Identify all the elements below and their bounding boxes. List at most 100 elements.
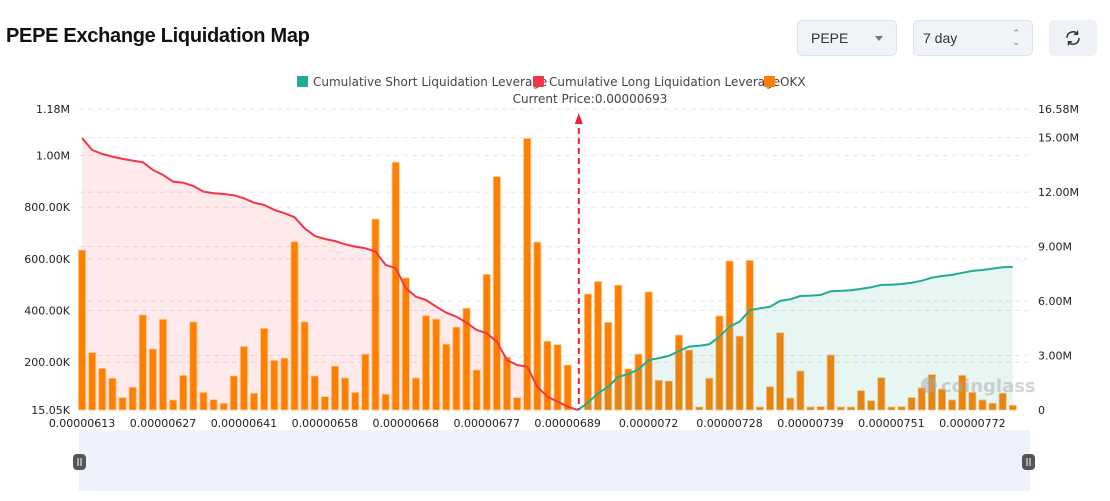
okx-bar[interactable] [351,392,360,411]
okx-bar[interactable] [614,284,623,411]
okx-bar[interactable] [948,399,957,411]
okx-bar[interactable] [644,291,653,411]
okx-bar[interactable] [735,335,744,411]
okx-bar[interactable] [755,406,764,411]
okx-bar[interactable] [310,375,319,411]
okx-bar[interactable] [786,397,795,411]
okx-bar[interactable] [492,176,501,411]
okx-bar[interactable] [98,368,107,411]
okx-bar[interactable] [846,406,855,411]
okx-bar[interactable] [594,281,603,411]
okx-bar[interactable] [422,315,431,411]
okx-bar[interactable] [1008,404,1017,411]
okx-bar[interactable] [179,374,188,411]
okx-bar[interactable] [806,406,815,411]
okx-bar[interactable] [158,318,167,411]
okx-bar[interactable] [938,388,947,411]
okx-bar[interactable] [513,397,522,411]
okx-bar[interactable] [270,360,279,411]
okx-bar[interactable] [634,353,643,411]
legend-item-short[interactable]: Cumulative Short Liquidation Leverage [297,75,547,89]
okx-bar[interactable] [877,377,886,411]
okx-bar[interactable] [563,364,572,411]
okx-bar[interactable] [857,390,866,411]
okx-bar[interactable] [432,318,441,411]
coin-select[interactable]: PEPE [797,20,897,56]
period-select[interactable]: 7 day ⌃ ⌄ [913,20,1033,56]
okx-bar[interactable] [705,377,714,411]
okx-bar[interactable] [88,352,97,411]
okx-bar[interactable] [452,326,461,411]
slider-handle-right[interactable] [1022,454,1035,470]
okx-bar[interactable] [260,327,269,411]
okx-bar[interactable] [816,406,825,411]
okx-bar[interactable] [543,340,552,411]
okx-bar[interactable] [917,387,926,411]
okx-bar[interactable] [462,307,471,411]
okx-bar[interactable] [826,354,835,411]
okx-bar[interactable] [796,370,805,411]
okx-bar[interactable] [583,293,592,411]
okx-bar[interactable] [624,368,633,411]
okx-bar[interactable] [927,374,936,411]
okx-bar[interactable] [290,241,299,411]
okx-bar[interactable] [78,249,87,411]
okx-bar[interactable] [604,322,613,411]
okx-bar[interactable] [502,356,511,411]
okx-bar[interactable] [664,380,673,411]
refresh-button[interactable] [1049,20,1097,56]
legend-item-okx[interactable]: OKX [764,75,806,89]
okx-bar[interactable] [128,386,137,411]
okx-bar[interactable] [978,399,987,411]
okx-bar[interactable] [998,392,1007,411]
okx-bar[interactable] [138,314,147,411]
slider-track[interactable] [79,430,1030,491]
zoom-slider[interactable] [73,430,1035,491]
okx-bar[interactable] [300,321,309,411]
okx-bar[interactable] [897,406,906,411]
okx-bar[interactable] [199,392,208,411]
legend-item-long[interactable]: Cumulative Long Liquidation Leverage [533,75,780,89]
okx-bar[interactable] [988,402,997,411]
okx-bar[interactable] [169,399,178,411]
okx-bar[interactable] [654,379,663,411]
okx-bar[interactable] [715,315,724,411]
okx-bar[interactable] [776,332,785,411]
okx-bar[interactable] [725,260,734,411]
okx-bar[interactable] [907,397,916,411]
okx-bar[interactable] [533,241,542,411]
okx-bar[interactable] [239,346,248,411]
okx-bar[interactable] [401,277,410,411]
okx-bar[interactable] [108,377,117,411]
slider-handle-left[interactable] [73,454,86,470]
okx-bar[interactable] [482,273,491,411]
okx-bar[interactable] [472,369,481,411]
okx-bar[interactable] [371,218,380,411]
okx-bar[interactable] [320,396,329,411]
okx-bar[interactable] [685,349,694,411]
okx-bar[interactable] [341,377,350,411]
okx-bar[interactable] [280,357,289,411]
okx-bar[interactable] [219,402,228,411]
okx-bar[interactable] [411,377,420,411]
okx-bar[interactable] [958,374,967,411]
okx-bar[interactable] [381,393,390,411]
okx-bar[interactable] [553,344,562,411]
okx-bar[interactable] [745,260,754,411]
okx-bar[interactable] [250,392,259,411]
okx-bar[interactable] [523,138,532,411]
okx-bar[interactable] [148,348,157,411]
okx-bar[interactable] [674,334,683,411]
okx-bar[interactable] [836,406,845,411]
okx-bar[interactable] [391,161,400,411]
okx-bar[interactable] [968,392,977,411]
okx-bar[interactable] [695,406,704,411]
okx-bar[interactable] [330,365,339,411]
okx-bar[interactable] [867,400,876,411]
okx-bar[interactable] [361,353,370,411]
okx-bar[interactable] [209,399,218,411]
okx-bar[interactable] [229,375,238,411]
okx-bar[interactable] [766,386,775,411]
okx-bar[interactable] [118,397,127,411]
okx-bar[interactable] [442,343,451,411]
